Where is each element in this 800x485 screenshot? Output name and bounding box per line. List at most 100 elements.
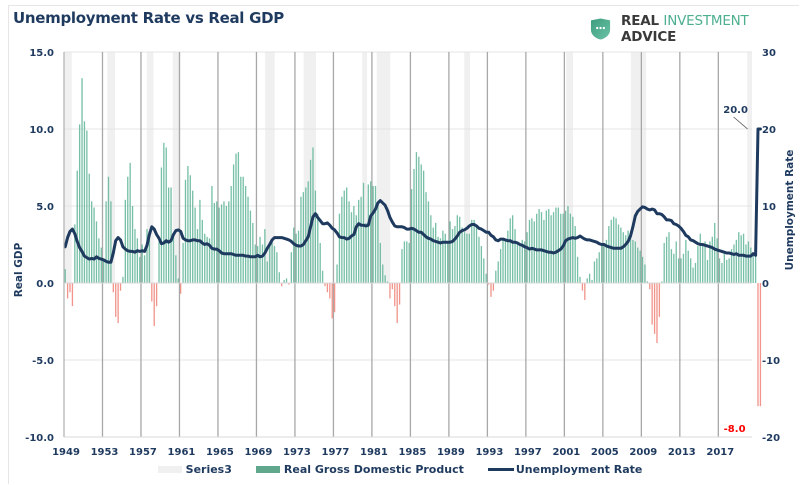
gdp-bar xyxy=(567,206,569,283)
gdp-bar xyxy=(555,207,557,283)
gdp-bar xyxy=(76,170,78,283)
gdp-bar xyxy=(254,244,256,283)
gdp-bar xyxy=(552,212,555,283)
gdp-bar xyxy=(504,241,507,283)
recession-band xyxy=(64,52,72,283)
gdp-bar xyxy=(192,190,194,283)
gdp-bar xyxy=(290,252,292,283)
x-tick-label: 1961 xyxy=(168,447,196,458)
gdp-bar xyxy=(750,247,752,283)
gdp-bar xyxy=(451,229,454,283)
gdp-bar xyxy=(220,204,223,283)
gdp-bar xyxy=(480,246,483,283)
gdp-bar xyxy=(338,213,341,283)
gdp-bar xyxy=(413,169,415,283)
gdp-bar xyxy=(545,210,547,283)
annotation-unemployment-peak: 20.0 xyxy=(723,105,748,116)
gdp-bar xyxy=(148,232,151,283)
gdp-bar xyxy=(83,121,86,283)
gdp-bar xyxy=(682,253,685,283)
legend-label: Real Gross Domestic Product xyxy=(283,463,464,476)
x-tick-label: 1977 xyxy=(322,447,350,458)
gdp-bar xyxy=(374,185,377,283)
gdp-bar xyxy=(305,187,307,283)
annotation-leader xyxy=(733,116,748,130)
gdp-bar xyxy=(370,181,372,283)
gdp-bar xyxy=(119,283,122,291)
gdp-bar xyxy=(499,249,502,283)
gdp-bar xyxy=(649,283,651,290)
gdp-bar xyxy=(211,185,213,283)
gdp-bar xyxy=(232,164,235,283)
legend: Series3 Real Gross Domestic Product Unem… xyxy=(0,463,800,476)
gdp-bar xyxy=(112,283,114,293)
gdp-bar xyxy=(733,244,735,283)
gdp-bar xyxy=(699,233,701,283)
gdp-bar xyxy=(367,184,369,283)
gdp-bar xyxy=(627,230,629,283)
gdp-bar xyxy=(745,244,747,283)
recession-band xyxy=(146,52,154,283)
gdp-bar xyxy=(625,235,627,283)
gdp-bar xyxy=(519,246,521,283)
gdp-bar xyxy=(259,236,261,283)
x-tick-label: 1953 xyxy=(91,447,119,458)
x-tick-label: 1993 xyxy=(475,447,503,458)
gdp-bar xyxy=(449,221,451,283)
gdp-bar xyxy=(141,244,143,283)
brand-name: REAL INVESTMENT ADVICE xyxy=(621,13,800,45)
gdp-bar xyxy=(730,249,733,283)
gdp-bar xyxy=(331,283,333,319)
gdp-bar xyxy=(586,278,588,283)
gdp-bar xyxy=(418,156,420,283)
gdp-bar xyxy=(668,232,670,283)
gdp-bar xyxy=(740,235,742,283)
gdp-bar xyxy=(360,196,362,283)
gdp-bar xyxy=(408,242,410,283)
gdp-bar xyxy=(726,259,728,283)
unemployment-line-group xyxy=(63,127,762,264)
gdp-bar xyxy=(228,201,230,283)
gdp-bar xyxy=(244,185,247,283)
gdp-bar xyxy=(702,242,704,283)
gdp-bar xyxy=(64,269,66,283)
gdp-bar xyxy=(230,185,232,283)
gdp-bar xyxy=(95,221,98,283)
legend-item-gdp[interactable]: Real Gross Domestic Product xyxy=(255,463,464,476)
recession-band xyxy=(107,52,115,283)
gdp-bar xyxy=(285,278,288,283)
gdp-bar xyxy=(74,224,76,283)
legend-swatch-recession xyxy=(157,466,182,473)
legend-item-unemployment[interactable]: Unemployment Rate xyxy=(487,463,642,476)
x-tick-label: 1965 xyxy=(206,447,234,458)
recession-band xyxy=(362,52,368,283)
gdp-bar xyxy=(194,207,196,283)
gdp-bar xyxy=(295,233,297,283)
gdp-bar xyxy=(471,219,473,283)
gdp-bar xyxy=(677,258,680,283)
gdp-bar xyxy=(391,283,394,290)
gdp-bar xyxy=(78,124,81,283)
x-tick-label: 1985 xyxy=(398,447,426,458)
gdp-bar xyxy=(69,283,71,293)
annotation-gdp-low: -8.0 xyxy=(724,424,746,435)
gdp-bar xyxy=(139,256,141,283)
legend-item-series3[interactable]: Series3 xyxy=(157,463,232,476)
gdp-bar xyxy=(689,258,692,283)
gdp-bar xyxy=(386,281,389,283)
chart-title: Unemployment Rate vs Real GDP xyxy=(13,9,284,27)
gdp-bar xyxy=(747,241,750,283)
gdp-bar xyxy=(714,222,716,283)
gdp-bar xyxy=(91,201,93,283)
gdp-bar xyxy=(146,229,148,283)
gdp-bar xyxy=(596,258,598,283)
gdp-bar xyxy=(103,259,105,283)
gdp-bar xyxy=(637,247,639,283)
x-tick-label: 1957 xyxy=(129,447,157,458)
gdp-bar xyxy=(276,252,278,283)
gdp-bar xyxy=(694,262,697,283)
gdp-bar xyxy=(538,209,540,283)
recession-band xyxy=(464,52,471,283)
gdp-bar xyxy=(326,283,329,293)
